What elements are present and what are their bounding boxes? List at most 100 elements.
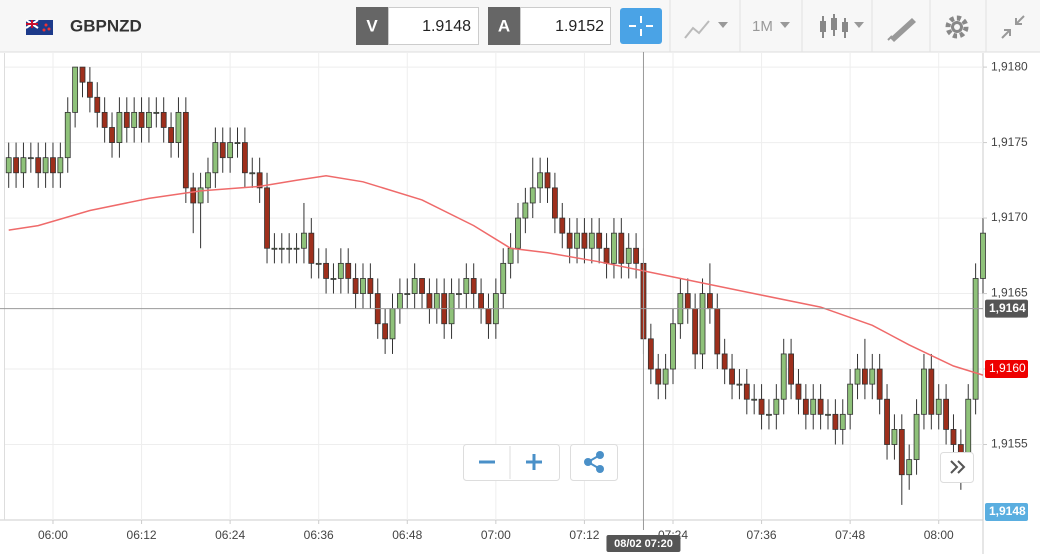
candle-type-button[interactable] bbox=[820, 14, 864, 38]
bid-label[interactable]: V bbox=[366, 16, 378, 35]
y-tick-label: 1,9175 bbox=[991, 135, 1028, 149]
candle-body bbox=[470, 278, 477, 294]
candle-body bbox=[884, 398, 890, 445]
candle-body bbox=[647, 338, 654, 370]
candle-body bbox=[94, 96, 101, 113]
last-price-badge bbox=[985, 360, 1028, 379]
x-tick-label: 06:12 bbox=[127, 528, 157, 542]
y-tick-label: 1,9155 bbox=[991, 437, 1028, 451]
candle-body bbox=[743, 383, 750, 400]
crosshair-price-badge bbox=[985, 299, 1028, 318]
candle-body bbox=[684, 293, 691, 310]
candle-body bbox=[382, 323, 389, 340]
x-tick-label: 06:00 bbox=[38, 528, 68, 542]
candle-body bbox=[301, 232, 307, 249]
x-tick-label: 07:48 bbox=[835, 528, 865, 542]
timeframe-button[interactable]: 1M bbox=[752, 18, 773, 35]
candle-body bbox=[212, 142, 219, 174]
candle-body bbox=[832, 413, 839, 430]
candle-body bbox=[788, 353, 794, 385]
candle-body bbox=[603, 247, 610, 264]
x-tick-label: 08:00 bbox=[924, 528, 954, 542]
settings-button[interactable] bbox=[945, 15, 969, 39]
candle-body bbox=[706, 293, 713, 310]
candle-body bbox=[72, 66, 79, 113]
ask-label[interactable]: A bbox=[498, 16, 510, 35]
y-tick-label: 1,9180 bbox=[991, 59, 1028, 73]
draw-button[interactable] bbox=[887, 18, 916, 42]
candle-body bbox=[485, 308, 492, 325]
candle-body bbox=[286, 247, 293, 250]
crosshair-price-label: 1,9164 bbox=[989, 301, 1026, 315]
candle-body bbox=[574, 232, 580, 249]
share-button[interactable] bbox=[584, 451, 604, 473]
candle-body bbox=[980, 232, 986, 279]
candle-body bbox=[396, 293, 403, 310]
x-tick-label: 07:00 bbox=[481, 528, 511, 542]
crosshair-button[interactable] bbox=[620, 8, 662, 44]
candle-body bbox=[611, 232, 617, 264]
candle-body bbox=[249, 172, 256, 175]
candle-body bbox=[175, 111, 182, 143]
candle-body bbox=[50, 157, 56, 174]
candle-body bbox=[869, 368, 876, 385]
candle-body bbox=[935, 398, 942, 415]
candle-body bbox=[906, 459, 913, 476]
chart-type-button[interactable] bbox=[684, 20, 728, 39]
candle-body bbox=[146, 111, 152, 128]
candle-body bbox=[337, 262, 344, 279]
candle-body bbox=[862, 368, 868, 385]
candle-body bbox=[529, 187, 536, 204]
candle-body bbox=[655, 368, 662, 385]
candle-body bbox=[544, 172, 551, 189]
candle-body bbox=[86, 81, 93, 98]
candle-body bbox=[5, 157, 12, 174]
y-tick-label: 1,9170 bbox=[991, 210, 1028, 224]
candle-body bbox=[699, 293, 706, 355]
ask-button[interactable] bbox=[488, 7, 520, 45]
candle-body bbox=[426, 293, 433, 310]
candle-body bbox=[278, 247, 285, 250]
candle-body bbox=[182, 111, 189, 189]
bid-button[interactable] bbox=[356, 7, 388, 45]
x-tick-label: 07:12 bbox=[569, 528, 599, 542]
candle-body bbox=[57, 157, 64, 174]
candle-body bbox=[891, 429, 898, 445]
candle-body bbox=[241, 142, 248, 174]
candle-body bbox=[293, 247, 300, 250]
candle-body bbox=[729, 368, 735, 385]
symbol: GBPNZD bbox=[70, 16, 142, 35]
candle-body bbox=[581, 232, 588, 249]
scroll-right-button[interactable] bbox=[940, 452, 974, 483]
collapse-button[interactable] bbox=[1001, 15, 1025, 39]
candle-body bbox=[433, 293, 440, 310]
candle-body bbox=[928, 368, 935, 415]
candle-body bbox=[839, 413, 846, 430]
candle-body bbox=[109, 127, 115, 143]
candle-body bbox=[13, 157, 19, 174]
candle-body bbox=[227, 142, 234, 159]
candle-body bbox=[27, 157, 34, 160]
candle-body bbox=[662, 368, 669, 385]
candle-body bbox=[972, 278, 979, 400]
candle-body bbox=[522, 202, 529, 219]
candle-body bbox=[551, 187, 558, 219]
candle-body bbox=[138, 111, 145, 128]
candle-body bbox=[404, 293, 411, 295]
candle-body bbox=[234, 142, 241, 144]
candle-body bbox=[323, 262, 329, 279]
zoom-in-button[interactable] bbox=[526, 454, 542, 470]
candle-body bbox=[500, 262, 507, 294]
candle-body bbox=[153, 111, 160, 114]
candle-body bbox=[264, 187, 270, 249]
y-tick-label: 1,9165 bbox=[991, 286, 1028, 300]
candle-body bbox=[308, 232, 315, 264]
candle-body bbox=[345, 262, 352, 279]
candle-body bbox=[463, 278, 470, 294]
candle-body bbox=[271, 247, 278, 250]
candle-body bbox=[101, 111, 108, 128]
x-tick-label: 07:36 bbox=[747, 528, 777, 542]
candle-body bbox=[795, 383, 802, 400]
candle-body bbox=[64, 111, 71, 159]
